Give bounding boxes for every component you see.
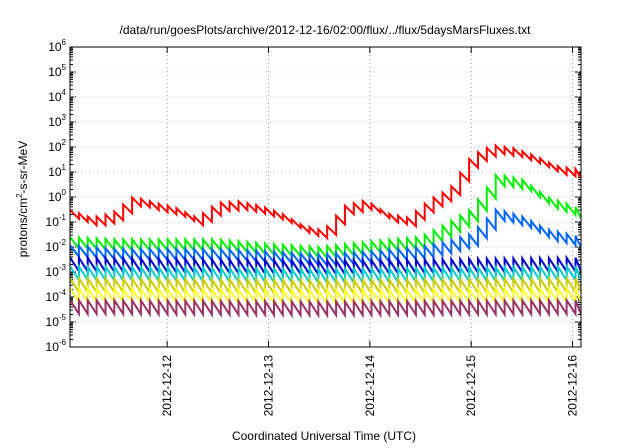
y-tick-label: 106 [48,38,66,54]
data-series [70,143,581,319]
y-tick-label: 10-5 [46,313,67,329]
x-tick-label: 2012-12-12 [160,355,174,417]
x-tick-label: 2012-12-14 [363,355,377,417]
y-tick-label: 102 [48,138,66,154]
y-tick-labels: 10-6 10-5 10-4 10-3 10-2 10-1 100 101 102 103 104 1… [46,38,67,354]
series-line [70,143,581,241]
y-axis-label: protons/cm2-s-sr-MeV [15,141,30,257]
x-axis-label: Coordinated Universal Time (UTC) [232,429,416,443]
plot-frame [69,46,582,348]
y-tick-label: 103 [48,113,66,129]
chart-title: /data/run/goesPlots/archive/2012-12-16/0… [120,23,532,37]
series-line [70,296,581,319]
y-tick-label: 10-4 [46,288,67,304]
x-tick-label: 2012-12-16 [566,355,580,417]
y-tick-label: 104 [48,88,66,104]
y-tick-label: 10-2 [46,238,67,254]
x-tick-label: 2012-12-15 [464,355,478,417]
y-tick-label: 101 [48,163,66,179]
y-tick-label: 100 [48,188,66,204]
y-tick-label: 105 [48,63,66,79]
x-tick-label: 2012-12-13 [261,355,275,417]
y-tick-label: 10-6 [46,338,67,354]
y-tick-label: 10-3 [46,263,67,279]
y-tick-label: 10-1 [46,213,67,229]
x-tick-labels: 2012-12-12 2012-12-13 2012-12-14 2012-12-15… [160,355,579,417]
